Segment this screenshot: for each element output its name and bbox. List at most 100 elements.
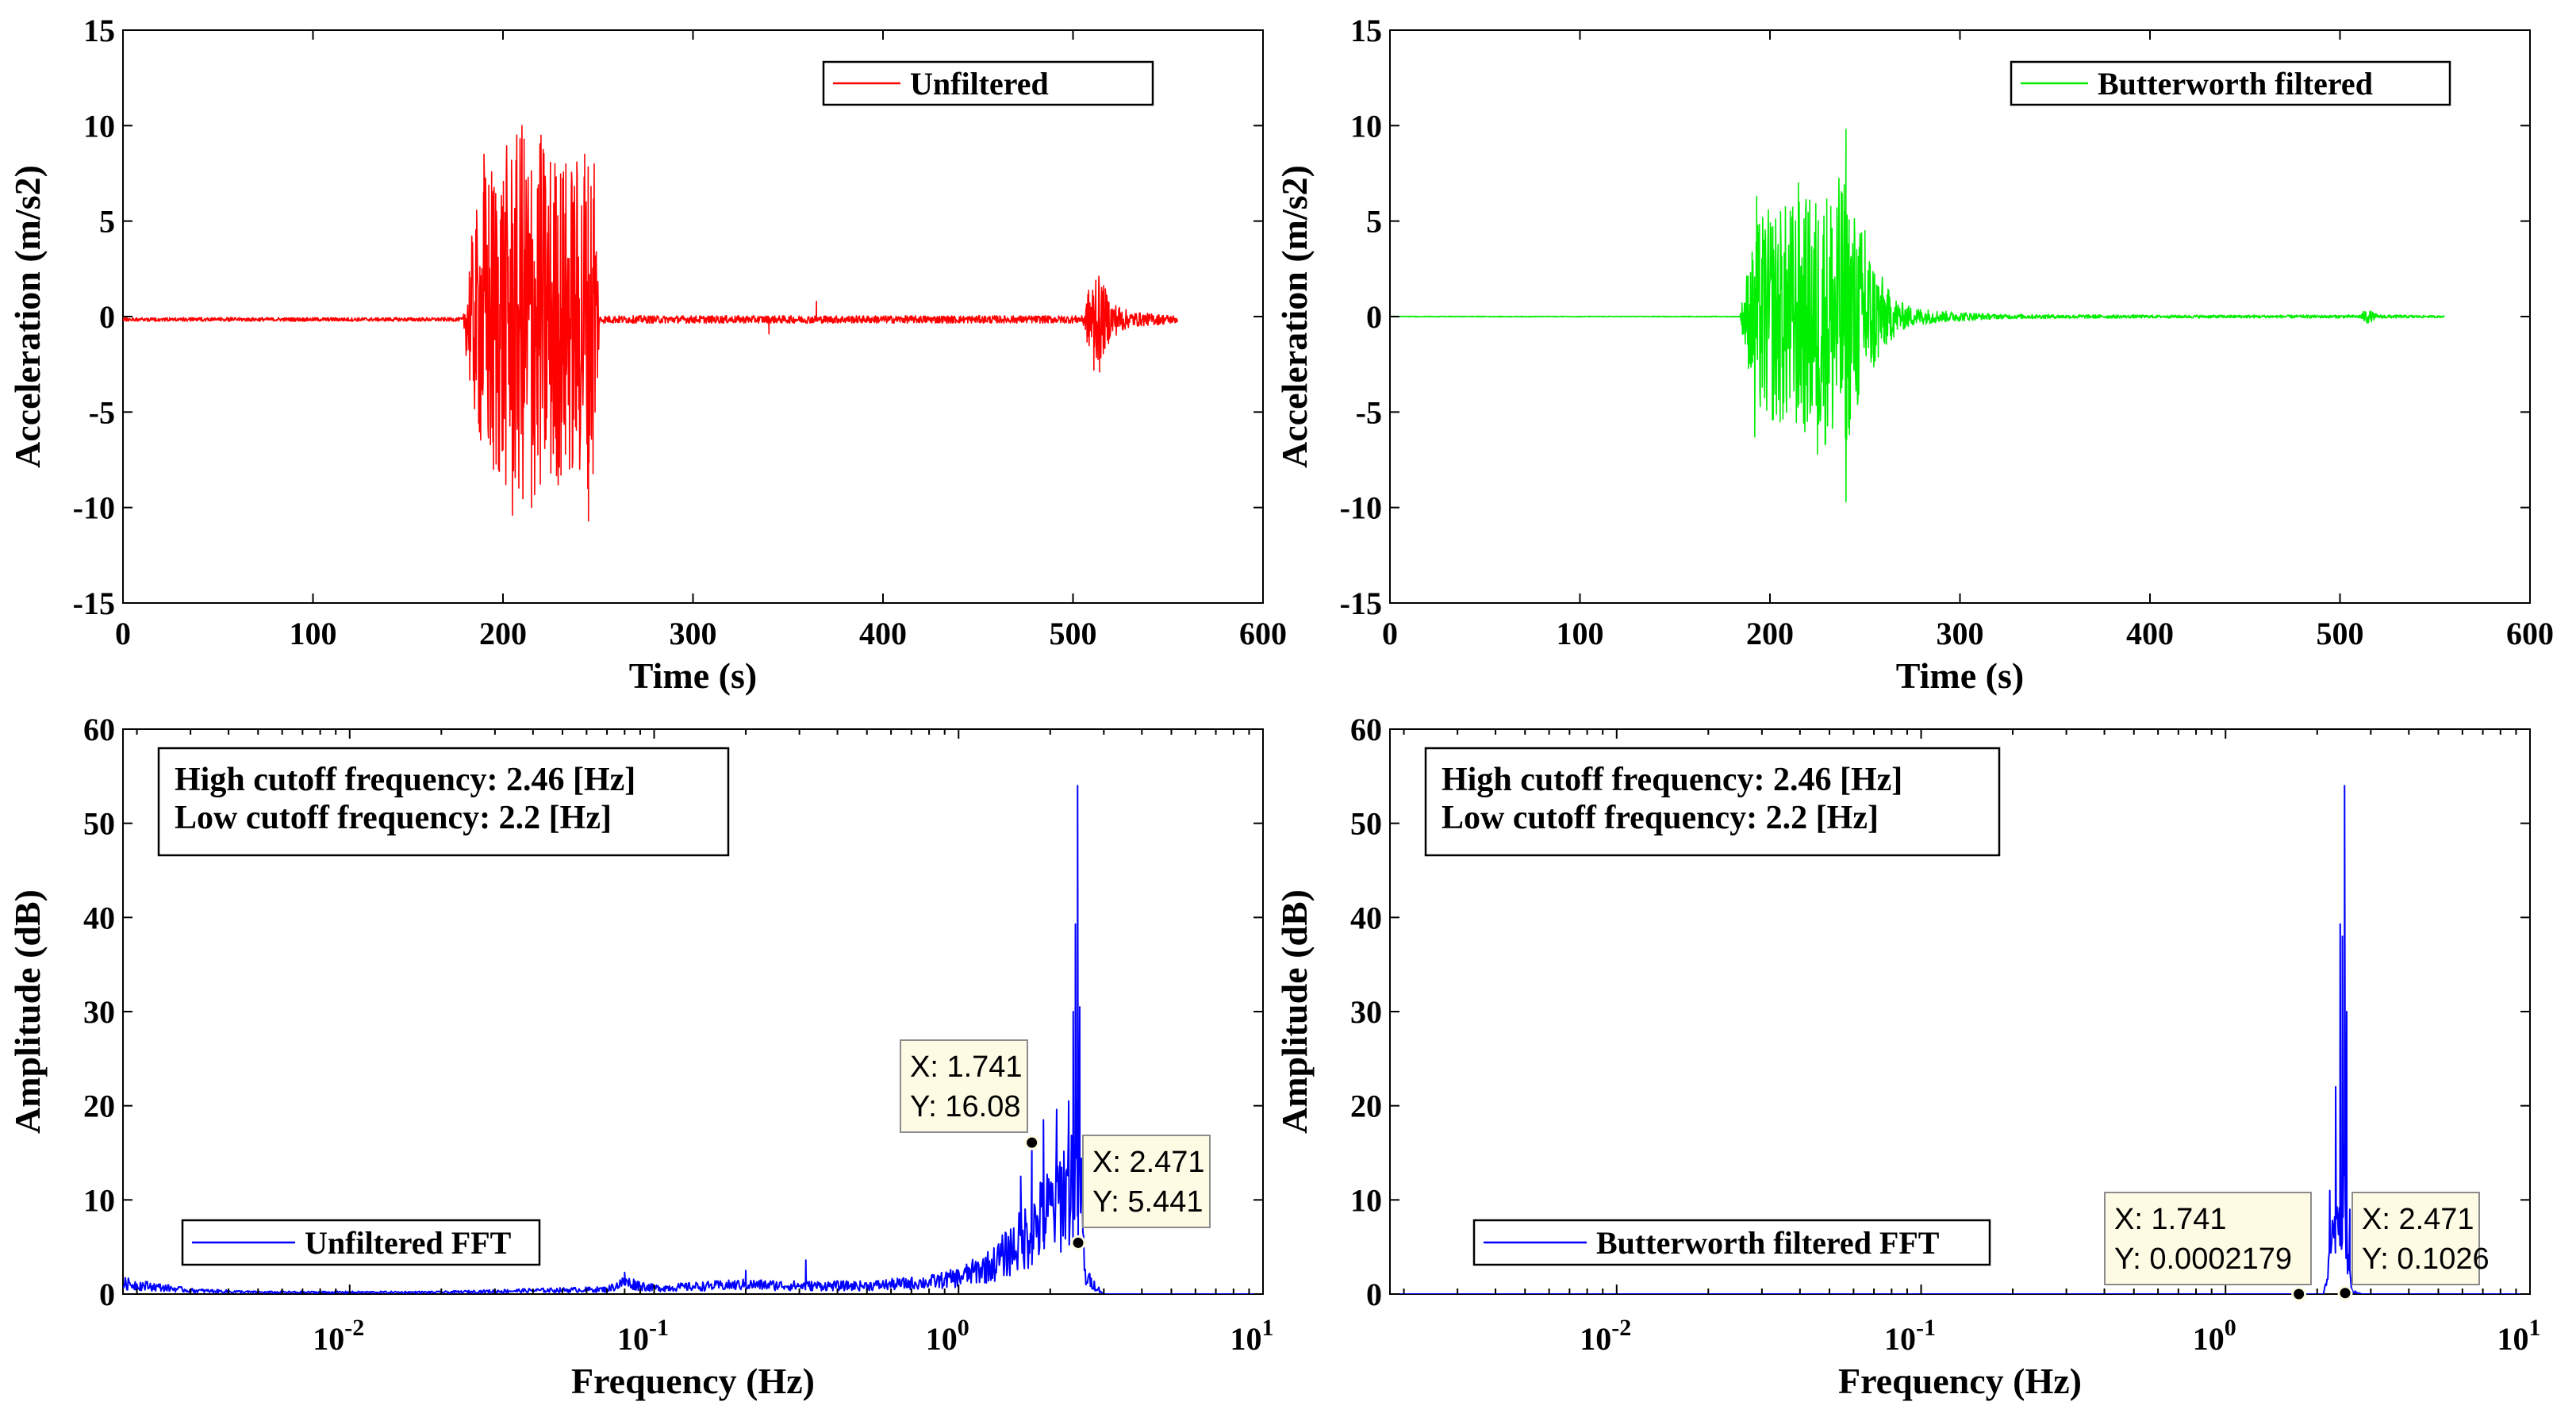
x-tick-label: 10-2 <box>313 1315 364 1357</box>
y-tick-label: 15 <box>1350 13 1382 48</box>
datatip-marker <box>2337 1285 2353 1301</box>
cutoff-annotation: High cutoff frequency: 2.46 [Hz]Low cuto… <box>157 747 730 857</box>
x-tick-label: 0 <box>1382 616 1398 651</box>
y-tick-label: 0 <box>99 299 115 335</box>
annotation-box <box>1424 747 2001 857</box>
y-tick-label: 20 <box>83 1089 115 1124</box>
y-tick-label: 5 <box>99 204 115 240</box>
series-line <box>123 785 1263 1294</box>
x-tick-label: 100 <box>926 1315 969 1357</box>
legend-label: Butterworth filtered <box>2098 66 2373 102</box>
chart-fft_unfiltered: 0 10 20 30 40 50 60 10-2 10-1 100 101 Frequency (Hz… <box>7 712 1274 1401</box>
legend: Butterworth filtered FFT <box>1472 1219 1991 1266</box>
y-tick-label: -15 <box>73 586 115 621</box>
datatip-y: Y: 0.1026 <box>2362 1242 2490 1276</box>
series-line <box>1390 129 2445 503</box>
datatip-x: X: 1.741 <box>910 1050 1023 1084</box>
series-line <box>123 125 1179 522</box>
x-tick-label: 10-1 <box>1884 1315 1936 1357</box>
y-axis-label: Amplitude (dB) <box>1274 889 1315 1134</box>
annotation-line: High cutoff frequency: 2.46 [Hz] <box>175 762 635 798</box>
y-tick-label: 50 <box>1350 806 1382 842</box>
y-tick-label: 10 <box>83 1182 115 1218</box>
plot-area <box>123 125 1179 522</box>
x-tick-label: 200 <box>1746 616 1794 651</box>
datatip: X: 2.471 Y: 5.441 <box>1070 1135 1211 1250</box>
datatip-x: X: 2.471 <box>1092 1146 1205 1179</box>
legend: Butterworth filtered <box>2010 60 2451 106</box>
y-tick-label: 60 <box>1350 712 1382 747</box>
x-tick-label: 0 <box>115 616 131 651</box>
datatip: X: 1.741 Y: 0.0002179 <box>2104 1192 2312 1302</box>
y-tick-label: -15 <box>1340 586 1382 621</box>
cutoff-annotation: High cutoff frequency: 2.46 [Hz]Low cuto… <box>1424 747 2001 857</box>
x-axis-label: Frequency (Hz) <box>571 1361 815 1401</box>
datatip-y: Y: 5.441 <box>1092 1185 1203 1219</box>
y-tick-label: -5 <box>89 394 115 430</box>
x-tick-label: 100 <box>2193 1315 2236 1357</box>
x-axis-label: Frequency (Hz) <box>1838 1361 2082 1401</box>
axes-frame <box>122 29 1264 604</box>
y-tick-label: 0 <box>1366 1277 1382 1312</box>
x-tick-label: 200 <box>479 616 527 651</box>
y-tick-label: 15 <box>83 13 115 48</box>
x-tick-label: 101 <box>2497 1315 2541 1357</box>
datatip-box <box>900 1039 1028 1133</box>
y-tick-label: 50 <box>83 806 115 842</box>
x-tick-label: 400 <box>2126 616 2174 651</box>
datatip-y: Y: 16.08 <box>910 1090 1020 1123</box>
y-tick-label: 10 <box>1350 1182 1382 1218</box>
datatip-x: X: 1.741 <box>2114 1203 2227 1236</box>
legend-label: Unfiltered <box>910 66 1049 102</box>
x-tick-label: 300 <box>670 616 717 651</box>
legend-label: Butterworth filtered FFT <box>1596 1225 1940 1261</box>
y-tick-label: 0 <box>1366 299 1382 335</box>
y-axis-label: Acceleration (m/s2) <box>1274 165 1315 468</box>
chart-fft_filtered: 0 10 20 30 40 50 60 10-2 10-1 100 101 Frequency (Hz… <box>1274 712 2541 1401</box>
datatip-marker <box>1070 1235 1086 1250</box>
x-tick-label: 101 <box>1230 1315 1274 1357</box>
x-axis-label: Time (s) <box>629 655 757 696</box>
datatip-box <box>2104 1192 2312 1285</box>
y-tick-label: -10 <box>1340 490 1382 526</box>
annotation-line: Low cutoff frequency: 2.2 [Hz] <box>175 800 612 836</box>
datatip-box <box>2351 1192 2480 1285</box>
y-tick-label: -5 <box>1356 394 1382 430</box>
series-line <box>1390 785 2530 1294</box>
y-axis-label: Amplitude (dB) <box>7 889 48 1134</box>
datatip-y: Y: 0.0002179 <box>2114 1242 2292 1276</box>
annotation-line: High cutoff frequency: 2.46 [Hz] <box>1442 762 1902 798</box>
y-tick-label: 30 <box>83 994 115 1030</box>
datatip: X: 1.741 Y: 16.08 <box>900 1039 1040 1150</box>
y-tick-label: 40 <box>83 900 115 935</box>
y-tick-label: 30 <box>1350 994 1382 1030</box>
x-tick-label: 100 <box>290 616 337 651</box>
y-tick-label: 10 <box>83 108 115 144</box>
annotation-box <box>157 747 730 857</box>
plot-area <box>1390 129 2445 503</box>
y-tick-label: 20 <box>1350 1089 1382 1124</box>
y-tick-label: 10 <box>1350 108 1382 144</box>
x-tick-label: 10-2 <box>1580 1315 1631 1357</box>
y-tick-label: 40 <box>1350 900 1382 935</box>
plot-area <box>1390 785 2530 1294</box>
y-tick-label: 60 <box>83 712 115 747</box>
datatip-marker <box>1024 1135 1040 1150</box>
legend-label: Unfiltered FFT <box>305 1225 512 1261</box>
annotation-line: Low cutoff frequency: 2.2 [Hz] <box>1442 800 1879 836</box>
y-tick-label: 0 <box>99 1277 115 1312</box>
x-tick-label: 600 <box>1239 616 1287 651</box>
y-tick-label: -10 <box>73 490 115 526</box>
legend: Unfiltered <box>822 60 1154 106</box>
chart-time_filtered: -15 -10 -5 0 5 10 15 0 100 200 300 400 500 600 Time (s… <box>1274 13 2554 696</box>
y-tick-label: 5 <box>1366 204 1382 240</box>
datatip-x: X: 2.471 <box>2362 1203 2474 1236</box>
x-axis-label: Time (s) <box>1896 655 2024 696</box>
x-tick-label: 500 <box>2317 616 2364 651</box>
datatip-box <box>1082 1135 1211 1228</box>
x-tick-label: 100 <box>1557 616 1604 651</box>
x-tick-label: 500 <box>1050 616 1097 651</box>
chart-time_unfiltered: -15 -10 -5 0 5 10 15 0 100 200 300 400 500 600 Time (s… <box>7 13 1287 696</box>
plot-area <box>123 785 1263 1294</box>
